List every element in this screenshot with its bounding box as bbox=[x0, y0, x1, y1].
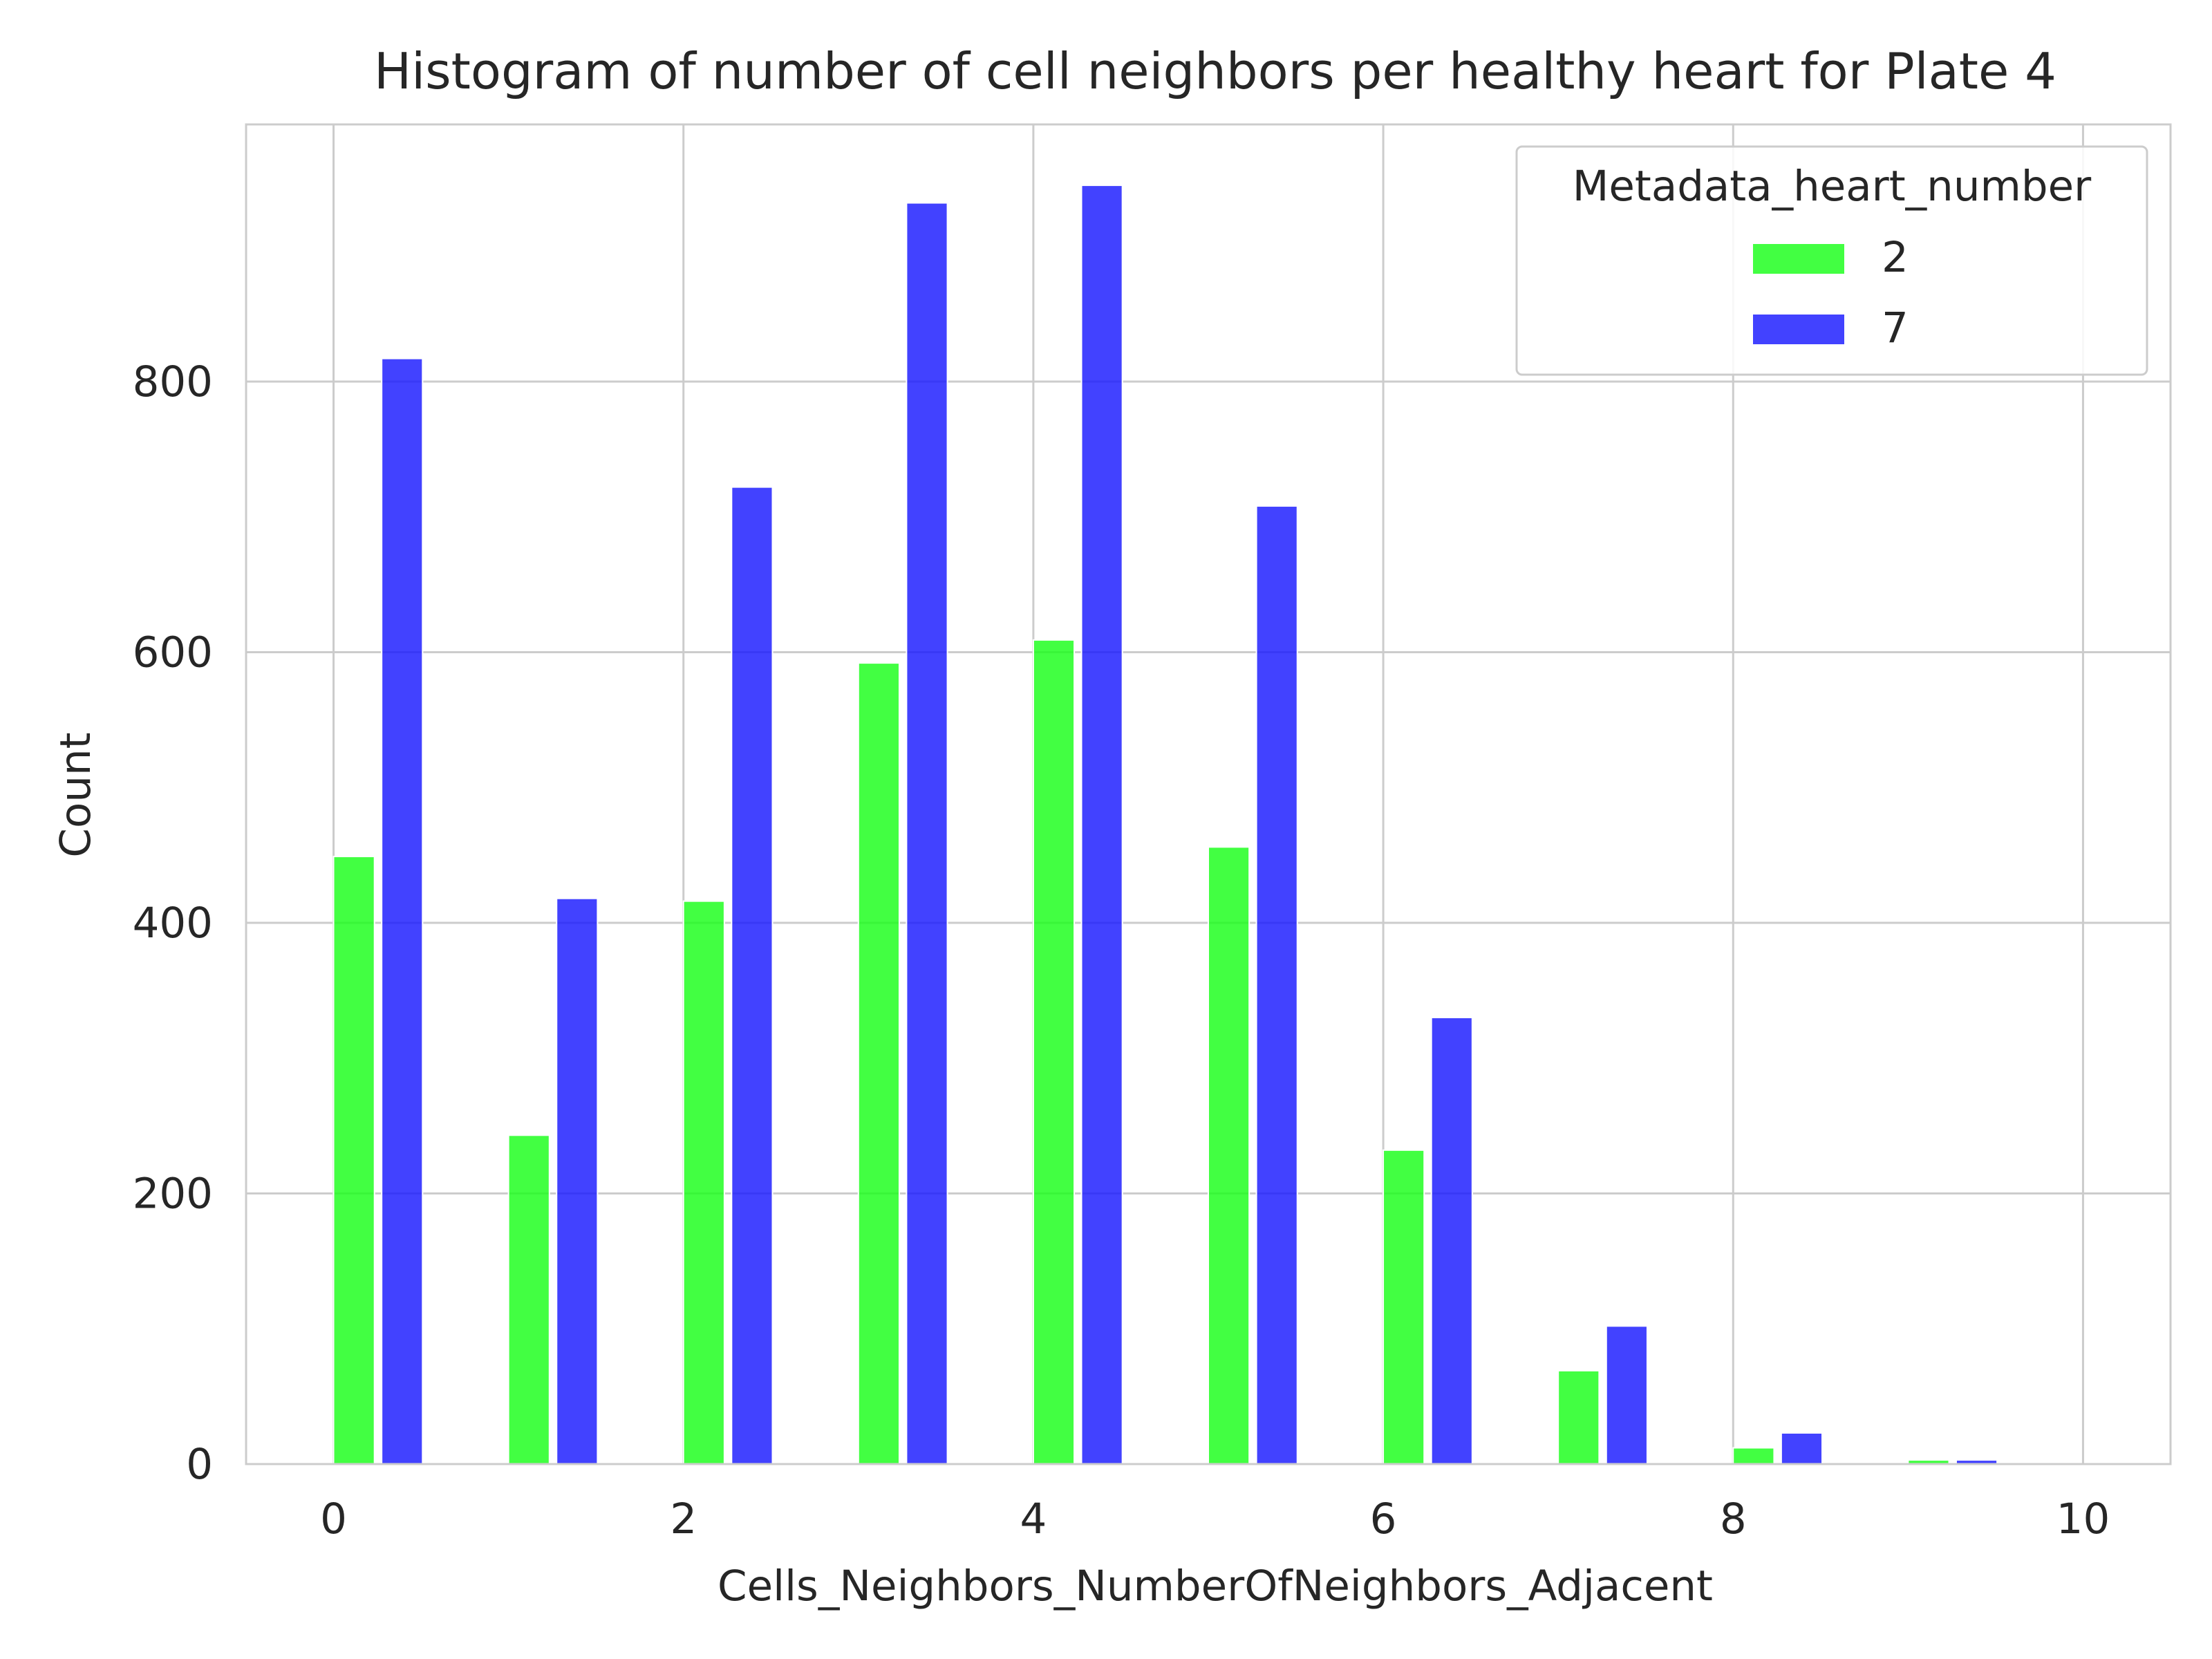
plot-frame bbox=[245, 123, 2172, 1465]
bar-2-bin-7 bbox=[1557, 1369, 1600, 1465]
x-tick-label: 4 bbox=[1020, 1494, 1047, 1544]
legend-swatch-7 bbox=[1753, 315, 1844, 344]
bar-2-bin-2 bbox=[682, 900, 725, 1465]
bars bbox=[332, 185, 1998, 1465]
y-tick-label: 200 bbox=[133, 1169, 213, 1218]
bar-2-bin-8 bbox=[1732, 1447, 1775, 1465]
bar-2-bin-0 bbox=[332, 856, 375, 1465]
y-axis-label: Count bbox=[51, 732, 100, 857]
bar-2-bin-5 bbox=[1208, 846, 1250, 1465]
x-tick-label: 2 bbox=[670, 1494, 697, 1544]
legend: Metadata_heart_number 2 7 bbox=[1515, 145, 2148, 376]
x-axis-label: Cells_Neighbors_NumberOfNeighbors_Adjace… bbox=[718, 1562, 1713, 1611]
legend-label-2: 2 bbox=[1882, 233, 1909, 282]
bar-2-bin-1 bbox=[507, 1134, 550, 1465]
legend-label-7: 7 bbox=[1882, 303, 1909, 353]
chart-title: Histogram of number of cell neighbors pe… bbox=[374, 42, 2056, 100]
bar-2-bin-3 bbox=[857, 662, 900, 1465]
bar-7-bin-3 bbox=[906, 202, 948, 1465]
x-tick-label: 6 bbox=[1370, 1494, 1397, 1544]
bar-7-bin-0 bbox=[381, 357, 424, 1465]
bar-7-bin-4 bbox=[1080, 185, 1123, 1465]
bar-7-bin-2 bbox=[731, 486, 774, 1465]
tick-labels: 0 2 4 6 8 10 0 200 400 600 800 bbox=[133, 357, 2110, 1544]
y-tick-label: 600 bbox=[133, 628, 213, 677]
bar-7-bin-8 bbox=[1780, 1432, 1824, 1465]
bar-2-bin-6 bbox=[1382, 1149, 1425, 1465]
bar-7-bin-6 bbox=[1430, 1017, 1473, 1465]
bar-2-bin-4 bbox=[1032, 639, 1076, 1465]
x-tick-label: 0 bbox=[320, 1494, 347, 1544]
bar-7-bin-7 bbox=[1605, 1325, 1648, 1465]
y-tick-label: 0 bbox=[186, 1440, 213, 1489]
bar-7-bin-5 bbox=[1255, 505, 1298, 1465]
x-tick-label: 8 bbox=[1720, 1494, 1747, 1544]
legend-swatch-2 bbox=[1753, 244, 1844, 274]
legend-title: Metadata_heart_number bbox=[1573, 162, 2092, 211]
y-tick-label: 800 bbox=[133, 357, 213, 406]
bar-7-bin-1 bbox=[556, 897, 599, 1465]
x-tick-label: 10 bbox=[2056, 1494, 2110, 1544]
y-tick-label: 400 bbox=[133, 899, 213, 948]
